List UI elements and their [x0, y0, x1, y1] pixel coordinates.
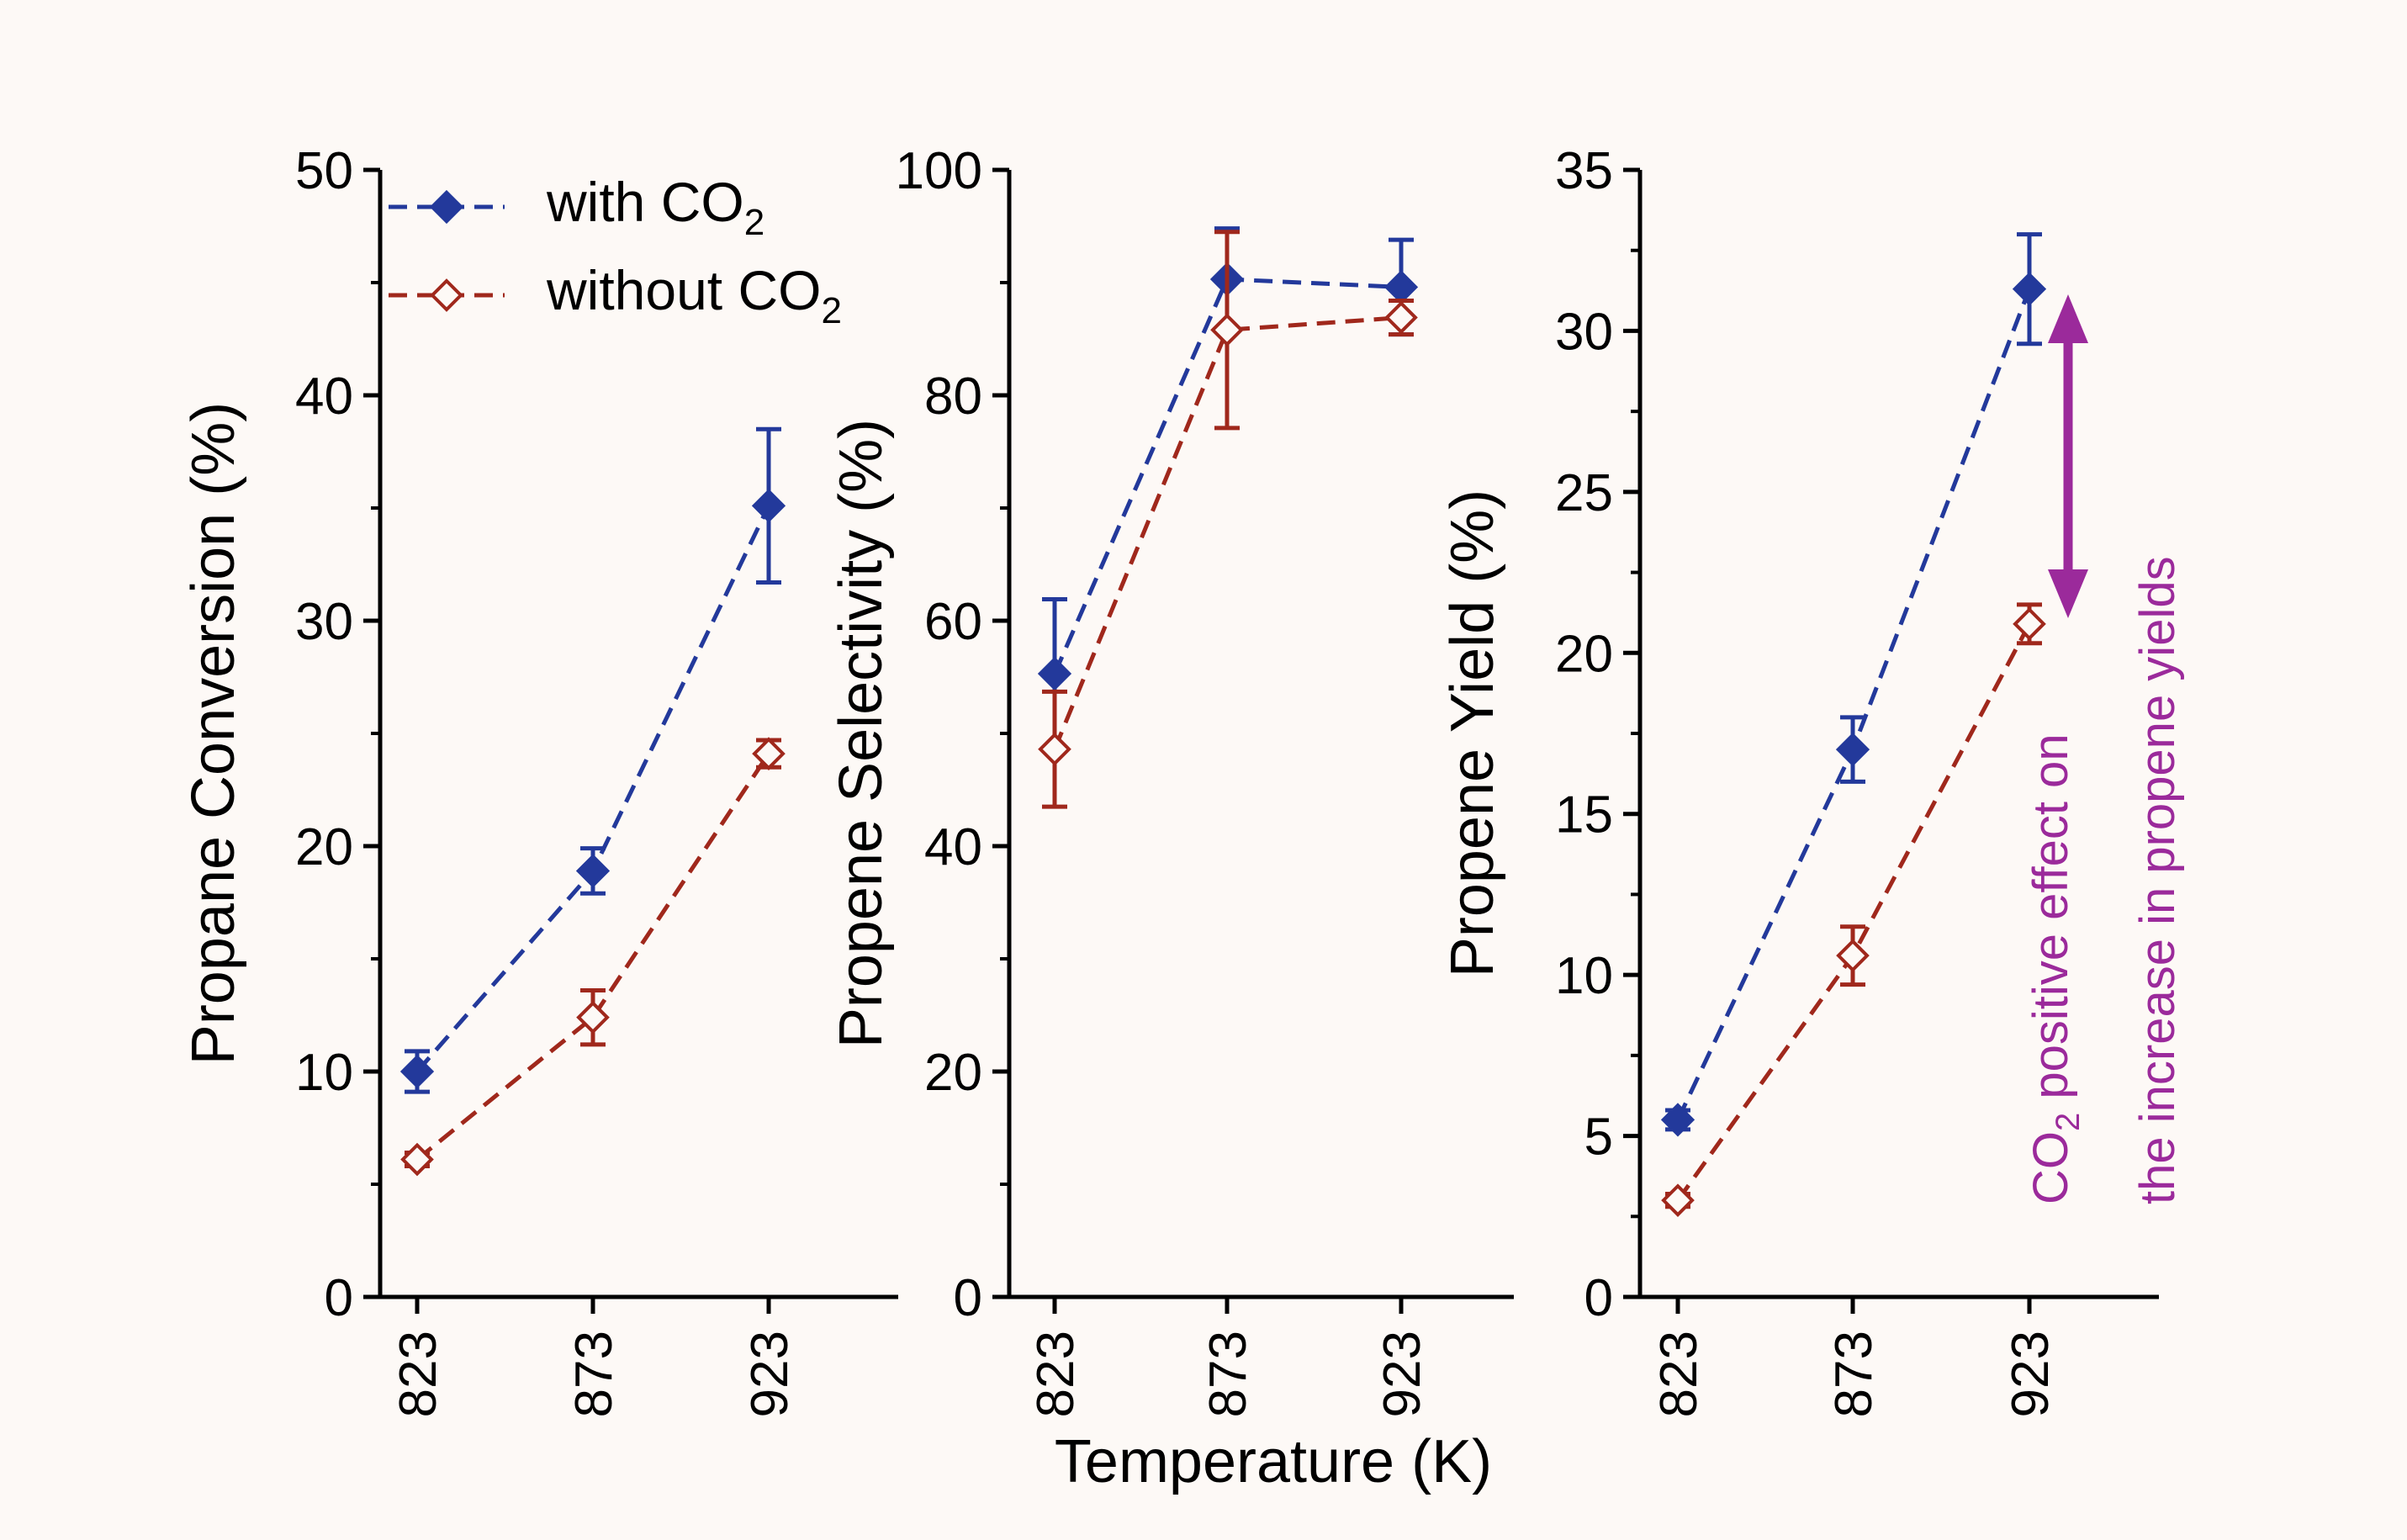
y-tick-label: 5 — [1584, 1109, 1613, 1167]
y-axis-title: Propene Yield (%) — [1439, 490, 1506, 977]
data-point-without — [2013, 607, 2046, 641]
x-tick-label: 823 — [1650, 1331, 1708, 1417]
x-tick-label: 873 — [565, 1331, 623, 1417]
y-tick-label: 10 — [295, 1044, 353, 1102]
x-axis-label: Temperature (K) — [1055, 1428, 1492, 1495]
annotation-arrow-head-up — [2048, 294, 2088, 343]
y-tick-label: 50 — [295, 142, 353, 200]
chart-panel-3: 0 5 10 15 20 25 30 35 823 873 923 Propene Yield (%) — [1439, 142, 2159, 1417]
x-tick-label: 823 — [389, 1331, 447, 1417]
series-line-with — [1675, 288, 2032, 1121]
data-point-with — [1383, 270, 1419, 304]
x-tick-label: 823 — [1027, 1331, 1085, 1417]
chart-panel-2: 0 20 40 60 80 100 823 873 923 Propene Selectivity… — [828, 142, 1514, 1417]
data-point-with — [1037, 656, 1072, 691]
data-point-without — [1661, 1183, 1695, 1217]
y-tick-label: 20 — [295, 818, 353, 876]
legend-label-with: with CO2 — [546, 171, 764, 243]
legend-marker-without — [430, 278, 463, 312]
y-axis-title: Propene Selectivity (%) — [828, 419, 895, 1048]
y-axis-title: Propane Conversion (%) — [180, 402, 247, 1065]
y-tick-label: 25 — [1555, 464, 1613, 522]
y-tick-label: 15 — [1555, 786, 1613, 844]
y-tick-label: 60 — [924, 593, 982, 651]
series-line-without — [1052, 315, 1402, 750]
data-point-without — [400, 1142, 434, 1177]
series-line-without — [1675, 622, 2032, 1202]
y-tick-label: 0 — [954, 1269, 982, 1327]
y-tick-label: 0 — [325, 1269, 353, 1327]
x-tick-label: 873 — [1199, 1331, 1257, 1417]
data-point-without — [1384, 300, 1418, 335]
data-point-with — [1660, 1103, 1695, 1137]
y-tick-label: 0 — [1584, 1269, 1613, 1327]
data-point-with — [399, 1054, 435, 1089]
data-point-with — [751, 489, 786, 523]
y-tick-label: 40 — [924, 818, 982, 876]
y-tick-label: 20 — [924, 1044, 982, 1102]
data-point-with — [2012, 272, 2047, 306]
series-line-with — [415, 505, 771, 1073]
data-point-without — [1210, 313, 1244, 347]
y-tick-label: 100 — [896, 142, 982, 200]
y-tick-label: 30 — [295, 593, 353, 651]
data-point-without — [1038, 732, 1071, 766]
x-tick-label: 873 — [1825, 1331, 1883, 1417]
y-tick-label: 80 — [924, 368, 982, 426]
annotation-text-line2: the increase in propene yields — [2130, 556, 2185, 1204]
y-tick-label: 10 — [1555, 947, 1613, 1005]
data-point-without — [1836, 939, 1870, 972]
y-tick-label: 40 — [295, 368, 353, 426]
annotation-arrow-head-down — [2048, 569, 2088, 618]
series-line-without — [415, 752, 771, 1162]
data-point-with — [575, 854, 611, 888]
annotation-text-line1: CO2 positive effect on — [2023, 733, 2087, 1204]
y-tick-label: 30 — [1555, 303, 1613, 361]
x-tick-label: 923 — [1373, 1331, 1431, 1417]
data-point-without — [576, 1000, 610, 1035]
legend-marker-with — [429, 189, 464, 225]
data-point-with — [1835, 733, 1870, 767]
y-tick-label: 20 — [1555, 625, 1613, 683]
data-point-without — [752, 737, 786, 770]
legend-label-without: without CO2 — [546, 259, 842, 331]
x-tick-label: 923 — [741, 1331, 799, 1417]
chart-panel-1: 0 10 20 30 40 50 823 873 923 Propane Conversion (… — [180, 142, 898, 1417]
x-tick-label: 923 — [2002, 1331, 2060, 1417]
y-tick-label: 35 — [1555, 142, 1613, 200]
legend: with CO2 without CO2 — [389, 171, 842, 331]
annotation: CO2 positive effect on the increase in p… — [2023, 294, 2185, 1204]
